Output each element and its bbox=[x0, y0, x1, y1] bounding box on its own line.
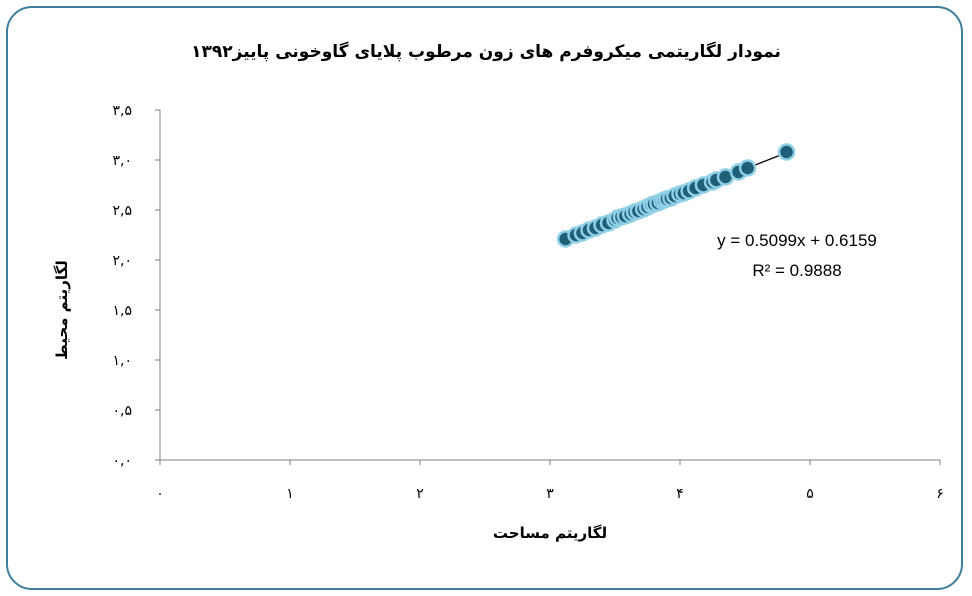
chart-frame bbox=[6, 6, 963, 590]
trendline-r-squared: R² = 0.9888 bbox=[752, 261, 841, 280]
x-tick-label: ۰ bbox=[156, 486, 164, 502]
x-tick-label: ۳ bbox=[546, 486, 554, 502]
y-tick-label: ۰,۵ bbox=[113, 403, 133, 419]
y-tick-label: ۲,۵ bbox=[113, 203, 133, 219]
x-axis-title: لگاریتم مساحت bbox=[493, 524, 607, 542]
data-point bbox=[777, 143, 796, 161]
y-tick-label: ۲,۰ bbox=[113, 253, 133, 269]
x-tick-label: ۵ bbox=[806, 486, 814, 502]
y-tick-label: ۳,۵ bbox=[113, 103, 133, 119]
x-tick-label: ۲ bbox=[416, 486, 424, 502]
y-axis-title: لگاریتم محیط bbox=[53, 260, 71, 360]
y-tick-label: ۱,۵ bbox=[113, 303, 133, 319]
y-tick-label: ۱,۰ bbox=[113, 353, 133, 369]
x-tick-label: ۱ bbox=[286, 486, 294, 502]
data-point bbox=[738, 159, 757, 177]
chart-title: نمودار لگاریتمی میکروفرم های زون مرطوب پ… bbox=[191, 42, 781, 62]
y-tick-label: ۳,۰ bbox=[113, 153, 133, 169]
x-tick-label: ۴ bbox=[676, 486, 684, 502]
y-tick-label: ۰,۰ bbox=[113, 453, 133, 469]
x-tick-label: ۶ bbox=[936, 486, 944, 502]
trendline-equation: y = 0.5099x + 0.6159 bbox=[717, 231, 877, 250]
